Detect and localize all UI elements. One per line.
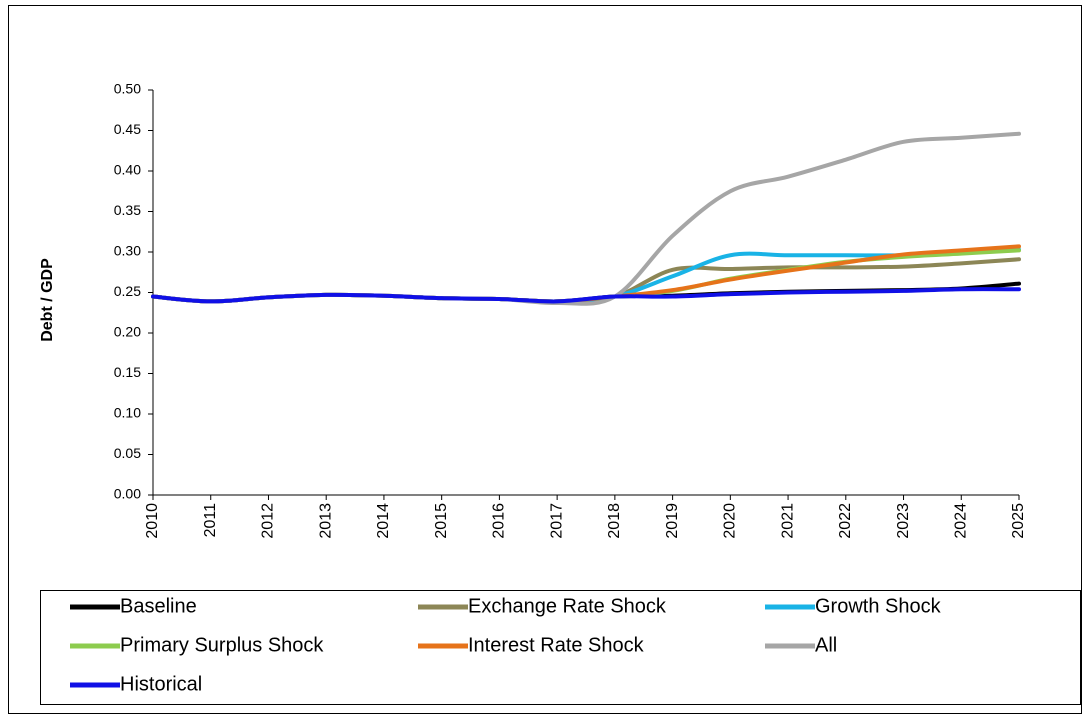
y-tick-label: 0.50 — [114, 81, 141, 97]
legend-label: Growth Shock — [815, 595, 942, 617]
x-tick-label: 2022 — [837, 503, 854, 539]
x-tick-label: 2017 — [548, 503, 565, 539]
y-tick-label: 0.25 — [114, 283, 141, 299]
legend-label: Baseline — [120, 595, 197, 617]
x-tick-label: 2014 — [375, 503, 392, 539]
x-tick-label: 2015 — [433, 503, 450, 539]
y-tick-label: 0.00 — [114, 486, 141, 502]
legend-label: Interest Rate Shock — [468, 634, 645, 656]
legend-label: Primary Surplus Shock — [120, 634, 324, 656]
series-line — [151, 287, 1021, 304]
x-tick-label: 2011 — [202, 503, 219, 538]
legend-box — [40, 590, 1081, 705]
x-tick-label: 2020 — [722, 503, 739, 539]
x-tick-label: 2024 — [952, 503, 969, 539]
x-tick-label: 2016 — [491, 503, 508, 539]
x-tick-label: 2019 — [664, 503, 681, 539]
y-tick-label: 0.35 — [114, 202, 141, 218]
x-tick-label: 2025 — [1010, 503, 1027, 539]
legend-label: All — [815, 634, 837, 656]
x-tick-label: 2021 — [779, 503, 796, 539]
y-tick-label: 0.20 — [114, 324, 141, 340]
x-tick-label: 2012 — [260, 503, 277, 539]
x-tick-label: 2018 — [606, 503, 623, 539]
x-tick-label: 2023 — [895, 503, 912, 539]
legend: Baseline Exchange Rate Shock Growth Shock P… — [70, 595, 942, 695]
y-tick-label: 0.15 — [114, 364, 141, 380]
y-tick-label: 0.10 — [114, 405, 141, 421]
y-tick-label: 0.40 — [114, 162, 141, 178]
y-axis-label: Debt / GDP — [39, 258, 56, 342]
x-tick-label: 2013 — [317, 503, 334, 539]
y-tick-label: 0.05 — [114, 445, 141, 461]
y-tick-label: 0.30 — [114, 243, 141, 259]
x-tick-label: 2010 — [144, 503, 161, 539]
legend-label: Historical — [120, 673, 202, 695]
y-tick-label: 0.45 — [114, 121, 141, 137]
legend-label: Exchange Rate Shock — [468, 595, 667, 617]
